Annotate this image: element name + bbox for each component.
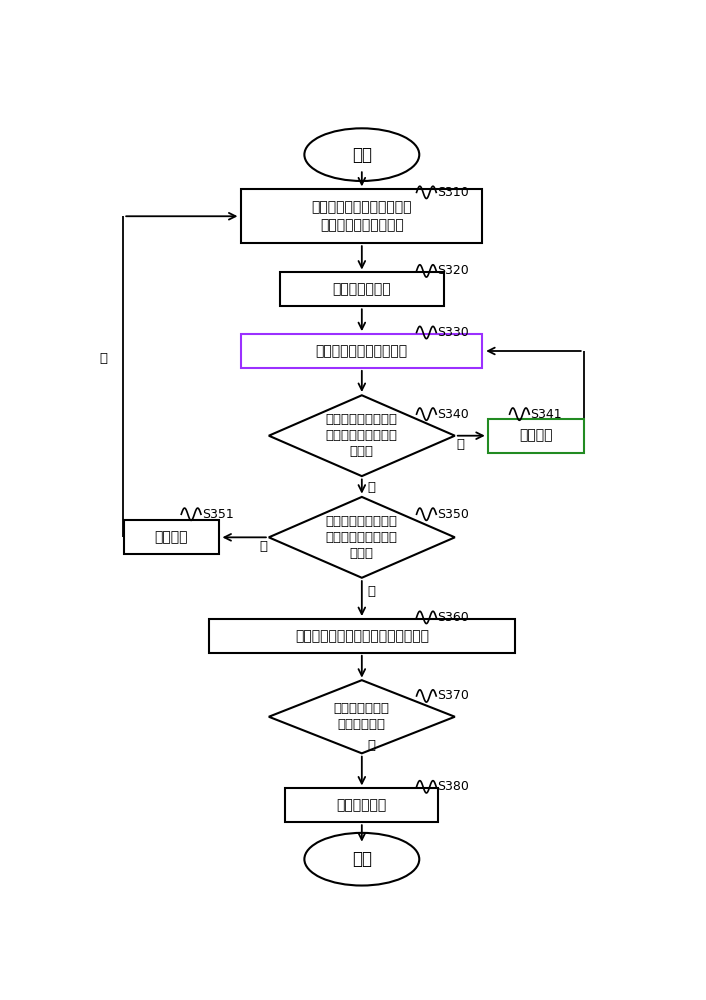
Text: S320: S320 xyxy=(437,264,469,277)
Bar xyxy=(488,419,584,453)
Text: 水泥浆上返至套
管外封隔器处: 水泥浆上返至套 管外封隔器处 xyxy=(334,702,390,731)
Text: 以当前选定排量进行注入一预定时间: 以当前选定排量进行注入一预定时间 xyxy=(295,629,429,643)
Text: 环形空间内任一深度
下压力大于地层孔隙
压力？: 环形空间内任一深度 下压力大于地层孔隙 压力？ xyxy=(326,515,397,560)
Text: 初选注入泵排量: 初选注入泵排量 xyxy=(333,282,391,296)
Text: 开始: 开始 xyxy=(352,146,372,164)
Bar xyxy=(285,788,438,822)
Text: S351: S351 xyxy=(202,508,234,521)
Text: 减小排量: 减小排量 xyxy=(155,530,189,544)
Bar xyxy=(124,520,220,554)
Ellipse shape xyxy=(304,833,419,886)
Text: 增加排量: 增加排量 xyxy=(519,429,553,443)
Text: S370: S370 xyxy=(437,689,469,702)
Text: S341: S341 xyxy=(530,408,562,421)
Text: 是: 是 xyxy=(367,481,376,494)
Text: S380: S380 xyxy=(437,780,469,793)
Text: 否: 否 xyxy=(456,438,464,451)
Text: 是: 是 xyxy=(367,585,376,598)
Text: S310: S310 xyxy=(437,186,469,199)
Text: 计算环形空间的压力剖面: 计算环形空间的压力剖面 xyxy=(316,344,408,358)
Text: 否: 否 xyxy=(259,540,267,553)
Text: 维持当前排量: 维持当前排量 xyxy=(337,798,387,812)
Bar xyxy=(241,334,482,368)
Ellipse shape xyxy=(304,128,419,181)
Text: 否: 否 xyxy=(99,352,107,365)
Bar xyxy=(280,272,444,306)
Text: 检测环形空间内的循环流量
以及水泥浆上液面深度: 检测环形空间内的循环流量 以及水泥浆上液面深度 xyxy=(311,201,412,232)
Text: S350: S350 xyxy=(437,508,469,521)
Text: 是: 是 xyxy=(367,739,376,752)
Polygon shape xyxy=(269,395,455,476)
Polygon shape xyxy=(269,497,455,578)
Text: S360: S360 xyxy=(437,611,469,624)
Text: 结束: 结束 xyxy=(352,850,372,868)
Bar xyxy=(241,189,482,243)
Text: S340: S340 xyxy=(437,408,469,421)
Polygon shape xyxy=(269,680,455,753)
Text: S330: S330 xyxy=(437,326,469,339)
Text: 环形空间内任一深度
下压力小于地层破裂
压力？: 环形空间内任一深度 下压力小于地层破裂 压力？ xyxy=(326,413,397,458)
Bar xyxy=(209,619,515,653)
